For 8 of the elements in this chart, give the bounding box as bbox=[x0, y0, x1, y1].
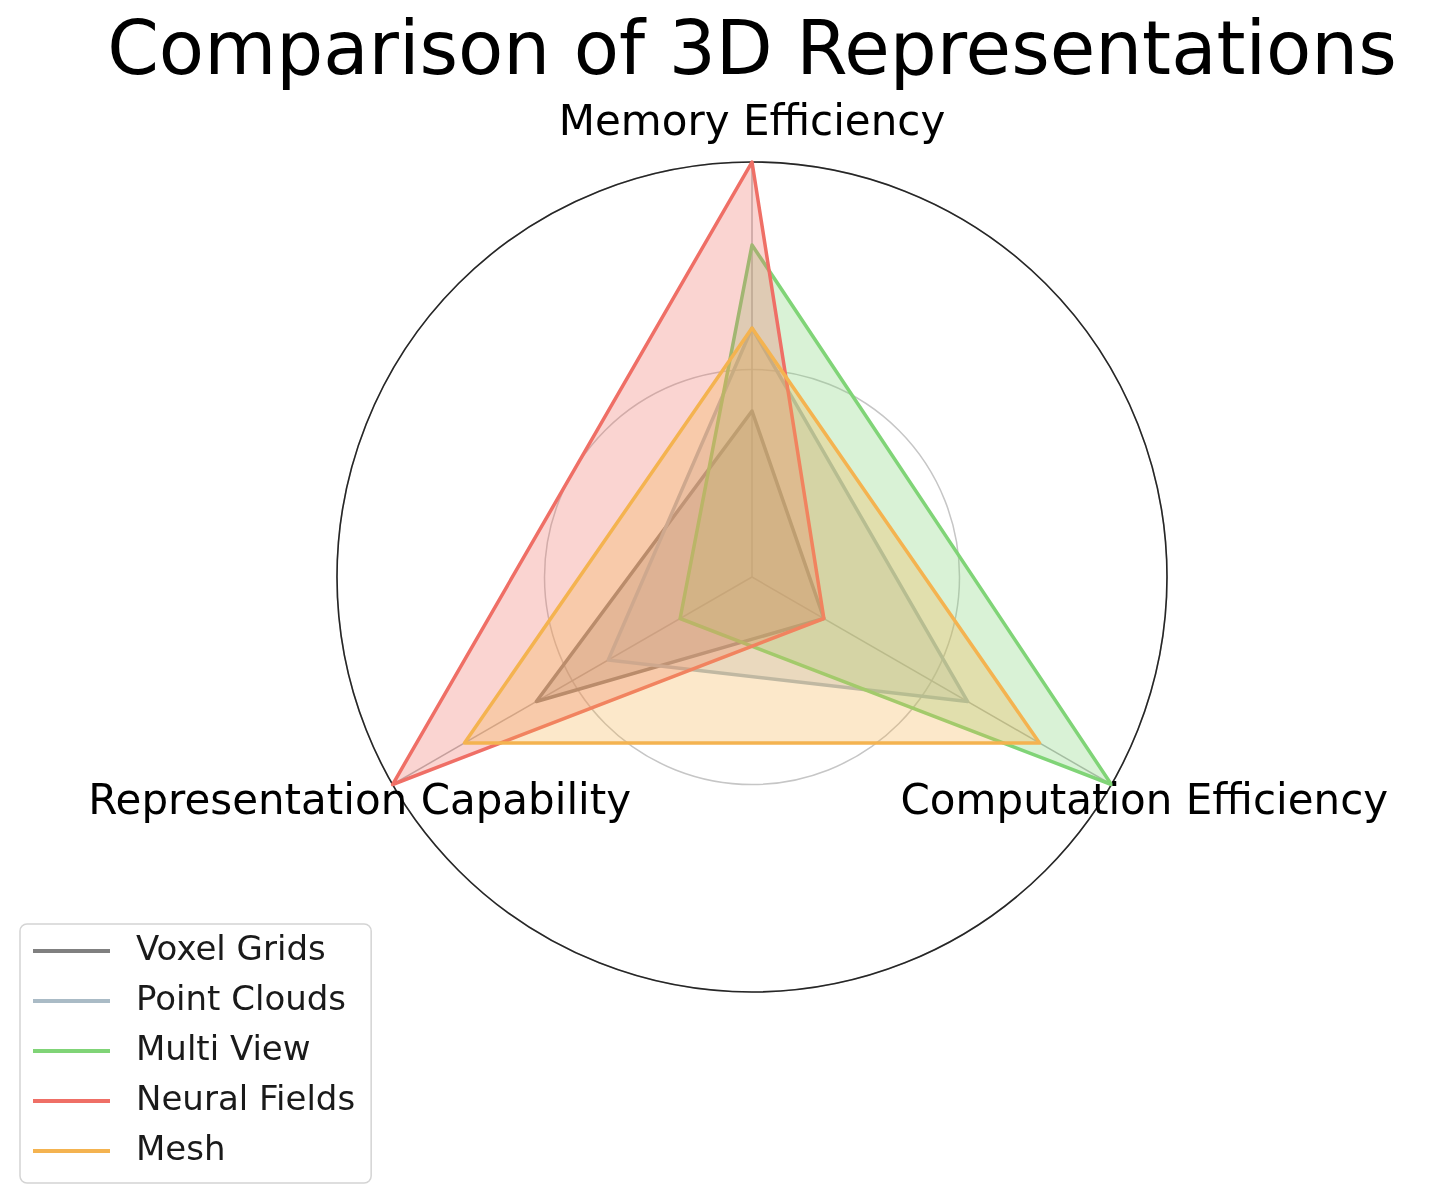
legend-label: Neural Fields bbox=[136, 1077, 356, 1118]
spoke-label: Representation Capability bbox=[88, 775, 632, 825]
spoke-label: Memory Efficiency bbox=[558, 95, 946, 145]
legend-label: Multi View bbox=[136, 1027, 311, 1068]
legend-label: Voxel Grids bbox=[136, 927, 326, 968]
legend-label: Point Clouds bbox=[136, 977, 347, 1018]
legend-label: Mesh bbox=[136, 1127, 226, 1168]
chart-title: Comparison of 3D Representations bbox=[107, 5, 1397, 91]
